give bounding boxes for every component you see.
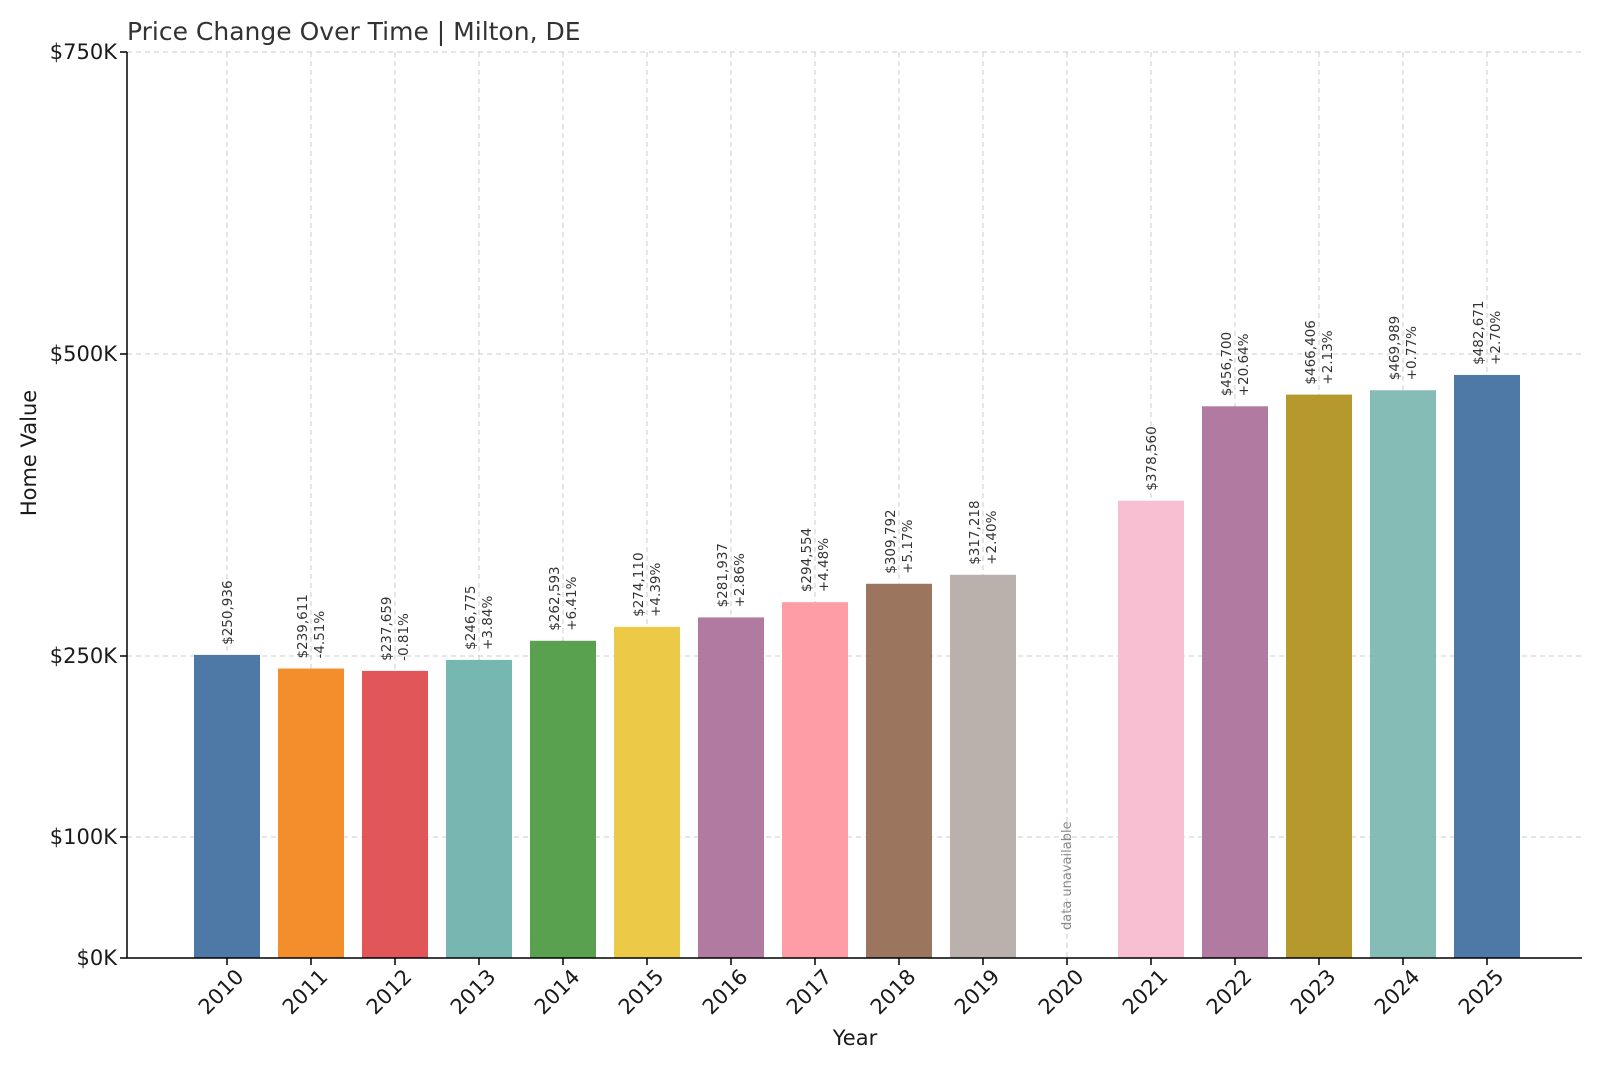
x-tick-label: 2013 [446, 965, 501, 1020]
change-label: +20.64% [1236, 333, 1252, 396]
bar-2011 [278, 668, 344, 958]
x-tick-label: 2012 [362, 965, 417, 1020]
value-label: $246,775 [463, 585, 479, 649]
change-label: +4.39% [648, 563, 664, 617]
change-label: -4.51% [312, 611, 328, 659]
bar-2014 [530, 640, 596, 958]
change-label: -0.81% [396, 613, 412, 661]
value-label: $281,937 [715, 543, 731, 607]
bar-2019 [950, 574, 1016, 958]
x-tick-label: 2010 [194, 965, 249, 1020]
y-axis-label: Home Value [17, 390, 41, 516]
x-tick-label: 2020 [1034, 965, 1089, 1020]
value-label: $250,936 [220, 580, 236, 644]
value-label: $274,110 [631, 552, 647, 616]
bar-label-group: $237,659 -0.81% [379, 596, 412, 660]
x-tick-label: 2024 [1370, 965, 1425, 1020]
x-tick-label: 2016 [698, 965, 753, 1020]
missing-data-label: data unavailable [1060, 821, 1075, 930]
bars [194, 374, 1520, 958]
x-tick-label: 2018 [866, 965, 921, 1020]
bar-label-group: $294,554 +4.48% [799, 528, 832, 592]
bar-2022 [1202, 406, 1268, 958]
x-axis-label: Year [832, 1026, 878, 1050]
bar-label-group: $262,593 +6.41% [547, 566, 580, 630]
change-label: +5.17% [900, 519, 916, 573]
bar-label-group: $250,936 [220, 580, 236, 644]
x-tick-label: 2023 [1286, 965, 1341, 1020]
bar-2017 [782, 602, 848, 958]
y-tick-label: $100K [50, 825, 118, 849]
x-tick-label: 2025 [1454, 965, 1509, 1020]
change-label: +2.13% [1320, 330, 1336, 384]
value-label: $317,218 [967, 500, 983, 564]
x-tick-label: 2021 [1118, 965, 1173, 1020]
value-label: $482,671 [1471, 301, 1487, 365]
bar-label-group: $378,560 [1144, 426, 1160, 490]
value-label: $237,659 [379, 596, 395, 660]
x-tick-label: 2017 [782, 965, 837, 1020]
bar-label-group: $309,792 +5.17% [883, 509, 916, 573]
value-label: $456,700 [1219, 332, 1235, 396]
change-label: +2.40% [984, 510, 1000, 564]
bar-2025 [1454, 374, 1520, 958]
value-label: $262,593 [547, 566, 563, 630]
change-label: +0.77% [1404, 326, 1420, 380]
bar-labels: $250,936 $239,611 -4.51% $237,659 -0.81% $246… [220, 301, 1504, 930]
x-tick-label: 2019 [950, 965, 1005, 1020]
x-tick-label: 2015 [614, 965, 669, 1020]
bar-2018 [866, 583, 932, 958]
chart-title: Price Change Over Time | Milton, DE [127, 17, 581, 46]
change-label: +3.84% [480, 596, 496, 650]
bar-label-group: $281,937 +2.86% [715, 543, 748, 607]
value-label: $469,989 [1387, 316, 1403, 380]
value-label: $466,406 [1303, 320, 1319, 384]
bar-label-group: $456,700 +20.64% [1219, 332, 1252, 396]
grid-lines [127, 51, 1582, 959]
x-tick-label: 2022 [1202, 965, 1257, 1020]
change-label: +2.70% [1488, 311, 1504, 365]
bar-2016 [698, 617, 764, 958]
y-tick-label: $250K [50, 644, 118, 668]
change-label: +2.86% [732, 553, 748, 607]
bar-2021 [1118, 500, 1184, 958]
y-tick-label: $750K [50, 40, 118, 64]
bar-2015 [614, 626, 680, 958]
bar-label-group: $466,406 +2.13% [1303, 320, 1336, 384]
bar-2013 [446, 659, 512, 958]
y-tick-label: $500K [50, 342, 118, 366]
change-label: +4.48% [816, 538, 832, 592]
bar-label-group: $317,218 +2.40% [967, 500, 1000, 564]
bar-2012 [362, 670, 428, 958]
bar-label-group: $469,989 +0.77% [1387, 316, 1420, 380]
bar-2023 [1286, 394, 1352, 958]
bar-label-group: $274,110 +4.39% [631, 552, 664, 616]
value-label: $378,560 [1144, 426, 1160, 490]
value-label: $239,611 [295, 594, 311, 658]
bar-label-group: $239,611 -4.51% [295, 594, 328, 658]
value-label: $309,792 [883, 509, 899, 573]
y-tick-label: $0K [77, 946, 119, 970]
bar-2024 [1370, 390, 1436, 958]
x-tick-label: 2014 [530, 965, 585, 1020]
x-tick-label: 2011 [278, 965, 333, 1020]
bar-2010 [194, 654, 260, 958]
bar-label-group: $246,775 +3.84% [463, 585, 496, 649]
value-label: $294,554 [799, 528, 815, 592]
bar-label-group: $482,671 +2.70% [1471, 301, 1504, 365]
change-label: +6.41% [564, 576, 580, 630]
